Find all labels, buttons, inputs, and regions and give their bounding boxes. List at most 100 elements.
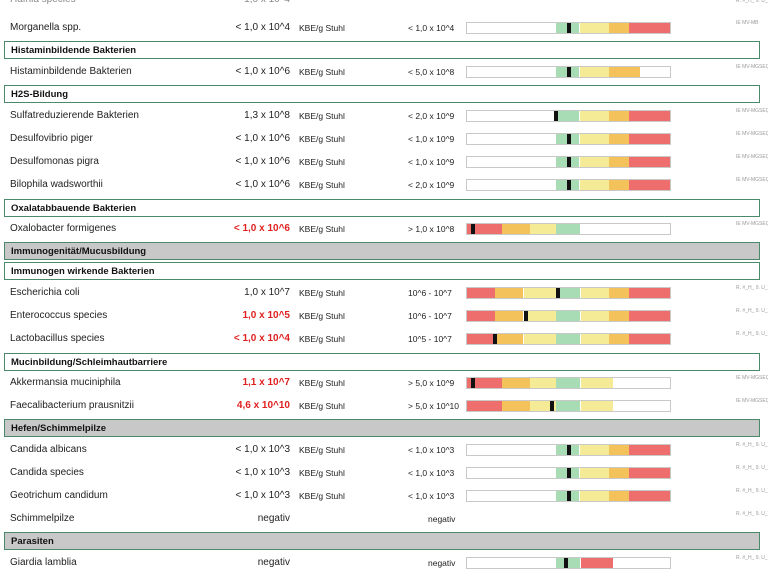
result-gauge: [466, 156, 671, 168]
gauge-segment-yellow: [580, 134, 609, 144]
result-value: < 1,0 x 10^6: [235, 66, 290, 77]
gauge-segment-orange: [609, 288, 629, 298]
result-value: 1,3 x 10^8: [244, 110, 290, 121]
gauge-segment-orange: [502, 224, 530, 234]
gauge-segment-red: [467, 378, 502, 388]
result-row: Morganella spp. < 1,0 x 10^4 KBE/g Stuhl < …: [0, 18, 768, 38]
result-value: < 1,0 x 10^6: [235, 179, 290, 190]
gauge-segment-green: [556, 311, 580, 321]
gauge-segment-orange: [502, 378, 530, 388]
result-gauge: [466, 22, 671, 34]
section-title: Histaminbildende Bakterien: [11, 45, 137, 56]
gauge-segment-yellow: [580, 157, 609, 167]
gauge-segment-green: [556, 558, 580, 568]
section-title: Parasiten: [11, 536, 54, 547]
reference-range: < 1,0 x 10^3: [408, 445, 455, 455]
result-value: < 1,0 x 10^3: [235, 467, 290, 478]
reference-range: < 1,0 x 10^3: [408, 468, 455, 478]
section-header-sub: Histaminbildende Bakterien: [4, 41, 760, 59]
result-row: Schimmelpilze negativ negativ R. #_H_ 9. U_…: [0, 509, 768, 529]
method-tag: R. #_H_ 9. U_T-Z: [736, 331, 768, 337]
reference-range: < 5,0 x 10^8: [408, 67, 455, 77]
unit-label: KBE/g Stuhl: [299, 180, 345, 190]
gauge-segment-red: [629, 111, 670, 121]
result-gauge: [466, 444, 671, 456]
result-row: Geotrichum candidum < 1,0 x 10^3 KBE/g Stu…: [0, 486, 768, 506]
reference-range: negativ: [428, 558, 456, 568]
unit-label: KBE/g Stuhl: [299, 468, 345, 478]
reference-range: < 2,0 x 10^9: [408, 180, 455, 190]
result-gauge: [466, 467, 671, 479]
analyte-name: Enterococcus species: [10, 310, 108, 321]
result-gauge: [466, 133, 671, 145]
result-value: < 1,0 x 10^6: [235, 133, 290, 144]
method-tag: R. #_H_ 9. U_T-Z: [736, 488, 768, 494]
section-header-sub: H2S-Bildung: [4, 85, 760, 103]
gauge-marker: [493, 334, 497, 344]
gauge-segment-green: [556, 378, 580, 388]
result-value: < 1,0 x 10^3: [235, 444, 290, 455]
gauge-segment-yellow: [581, 378, 613, 388]
result-row-partial: Hafnia species 1,0 x 10^4 R. #_H_ 9. U_T-Z: [0, 0, 768, 8]
gauge-segment-yellow: [581, 401, 613, 411]
gauge-segment-yellow: [581, 311, 609, 321]
method-tag: IE MV-MGSEQ: [736, 177, 768, 183]
gauge-segment-red: [629, 491, 670, 501]
unit-label: KBE/g Stuhl: [299, 157, 345, 167]
result-value: < 1,0 x 10^4: [233, 333, 290, 344]
gauge-segment-red: [467, 334, 495, 344]
gauge-segment-red: [629, 468, 670, 478]
analyte-name: Akkermansia muciniphila: [10, 377, 121, 388]
analyte-name: Candida species: [10, 467, 84, 478]
gauge-marker: [471, 378, 475, 388]
analyte-name: Histaminbildende Bakterien: [10, 66, 132, 77]
unit-label: KBE/g Stuhl: [299, 311, 345, 321]
result-row: Escherichia coli 1,0 x 10^7 KBE/g Stuhl 10^…: [0, 283, 768, 303]
reference-range: < 1,0 x 10^3: [408, 491, 455, 501]
analyte-name: Schimmelpilze: [10, 513, 75, 524]
gauge-segment-yellow: [524, 334, 556, 344]
gauge-marker: [556, 288, 560, 298]
section-title: Oxalatabbauende Bakterien: [11, 203, 137, 214]
gauge-segment-red: [467, 224, 502, 234]
gauge-segment-yellow: [524, 311, 556, 321]
result-row: Oxalobacter formigenes < 1,0 x 10^6 KBE/g …: [0, 219, 768, 239]
result-gauge: [466, 557, 671, 569]
unit-label: KBE/g Stuhl: [299, 23, 345, 33]
section-title: Immunogenität/Mucusbildung: [11, 246, 147, 257]
result-gauge: [466, 490, 671, 502]
gauge-segment-red: [629, 334, 670, 344]
analyte-name: Giardia lamblia: [10, 557, 77, 568]
section-header-sub: Immunogen wirkende Bakterien: [4, 262, 760, 280]
gauge-segment-orange: [609, 157, 629, 167]
result-row: Desulfovibrio piger < 1,0 x 10^6 KBE/g Stu…: [0, 129, 768, 149]
section-header-cat: Immunogenität/Mucusbildung: [4, 242, 760, 260]
gauge-segment-orange: [495, 334, 523, 344]
method-tag: R. #_H_ 9. U_T-Z: [736, 555, 768, 561]
section-header-sub: Mucinbildung/Schleimhautbarriere: [4, 353, 760, 371]
gauge-segment-red: [629, 311, 670, 321]
method-tag: IE MV-MB: [736, 20, 759, 26]
gauge-segment-yellow: [580, 491, 609, 501]
gauge-segment-orange: [609, 468, 629, 478]
gauge-segment-orange: [609, 111, 629, 121]
result-value: 1,1 x 10^7: [242, 377, 290, 388]
result-row: Akkermansia muciniphila 1,1 x 10^7 KBE/g S…: [0, 373, 768, 393]
result-row: Bilophila wadsworthii < 1,0 x 10^6 KBE/g S…: [0, 175, 768, 195]
result-value: < 1,0 x 10^3: [235, 490, 290, 501]
gauge-segment-orange: [609, 67, 640, 77]
unit-label: KBE/g Stuhl: [299, 134, 345, 144]
gauge-segment-green: [556, 224, 580, 234]
method-tag: R. #_H_ 9. U_T-Z: [736, 465, 768, 471]
gauge-segment-yellow: [580, 180, 609, 190]
gauge-segment-green: [556, 401, 580, 411]
reference-range: > 5,0 x 10^9: [408, 378, 455, 388]
analyte-name: Desulfovibrio piger: [10, 133, 93, 144]
section-title: Mucinbildung/Schleimhautbarriere: [11, 357, 168, 368]
gauge-marker: [524, 311, 528, 321]
result-gauge: [466, 179, 671, 191]
gauge-segment-red: [467, 401, 502, 411]
gauge-segment-green: [556, 334, 580, 344]
gauge-segment-orange: [609, 334, 629, 344]
